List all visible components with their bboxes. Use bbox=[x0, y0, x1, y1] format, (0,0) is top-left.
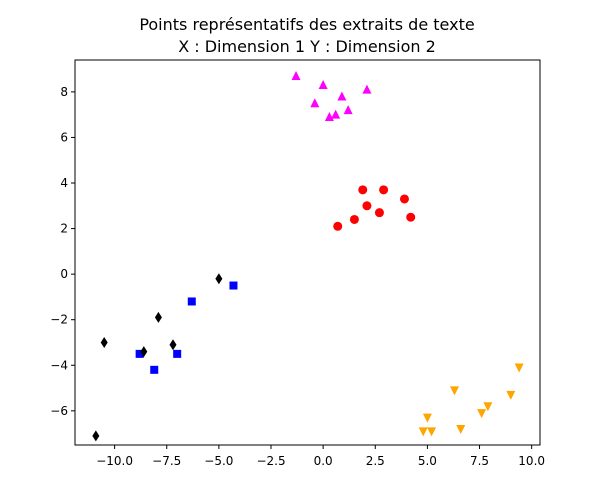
series-2-point-6 bbox=[349, 214, 359, 224]
x-tick-label-8: 7.5 bbox=[470, 454, 489, 468]
series-1-point-5 bbox=[362, 84, 372, 94]
series-1-point-3 bbox=[310, 98, 320, 108]
series-5-point-5 bbox=[477, 409, 487, 419]
series-5-point-6 bbox=[422, 413, 432, 423]
x-tick-label-9: 10.0 bbox=[518, 454, 545, 468]
series-2-point-8 bbox=[406, 212, 416, 222]
series-2-point-2 bbox=[379, 185, 389, 195]
series-4-point-3 bbox=[100, 336, 108, 348]
data-points bbox=[92, 70, 524, 442]
series-1-point-4 bbox=[337, 91, 347, 101]
series-5-point-3 bbox=[506, 390, 516, 400]
series-3-point-1 bbox=[187, 297, 196, 306]
y-tick-label-1: −6 bbox=[50, 404, 68, 418]
y-tick-label-8: 8 bbox=[60, 85, 68, 99]
series-5-point-9 bbox=[427, 427, 437, 437]
series-2-point-7 bbox=[333, 221, 343, 231]
series-2-point-1 bbox=[358, 185, 368, 195]
y-tick-label-5: 2 bbox=[60, 222, 68, 236]
y-tick-label-3: −2 bbox=[50, 313, 68, 327]
x-tick-label-3: −5.0 bbox=[204, 454, 233, 468]
plot-area-frame bbox=[74, 59, 541, 446]
series-3-point-2 bbox=[229, 281, 238, 290]
series-4-point-4 bbox=[140, 346, 148, 358]
series-1-point-6 bbox=[324, 111, 334, 121]
series-3-point-4 bbox=[173, 349, 182, 358]
series-4-point-1 bbox=[215, 273, 223, 285]
y-tick-label-2: −4 bbox=[50, 358, 68, 372]
chart-title-line-1: Points représentatifs des extraits de te… bbox=[139, 15, 474, 34]
series-5-point-7 bbox=[456, 425, 466, 435]
chart-title-line-2: X : Dimension 1 Y : Dimension 2 bbox=[178, 37, 436, 56]
series-3-point-3 bbox=[135, 349, 144, 358]
series-2-point-3 bbox=[399, 194, 409, 204]
series-5-point-4 bbox=[483, 402, 493, 412]
x-axis: −10.0 −7.5 −5.0 −2.5 0.0 2.5 5.0 7.5 10.0 bbox=[96, 445, 545, 468]
series-4-point-5 bbox=[169, 339, 177, 351]
x-tick-label-1: −10.0 bbox=[96, 454, 133, 468]
x-tick-label-7: 5.0 bbox=[418, 454, 437, 468]
series-5-point-8 bbox=[418, 427, 428, 437]
series-4-point-6 bbox=[92, 430, 100, 442]
series-4-point-2 bbox=[154, 311, 162, 323]
series-5-point-2 bbox=[450, 386, 460, 396]
x-tick-label-5: 0.0 bbox=[314, 454, 333, 468]
y-tick-label-6: 4 bbox=[60, 176, 68, 190]
y-axis: −6 −4 −2 0 2 4 6 8 bbox=[50, 85, 75, 418]
x-tick-label-2: −7.5 bbox=[152, 454, 181, 468]
y-tick-label-4: 0 bbox=[60, 267, 68, 281]
series-1-point-7 bbox=[331, 109, 341, 119]
series-2-point-4 bbox=[362, 201, 372, 211]
y-tick-label-7: 6 bbox=[60, 130, 68, 144]
x-tick-label-6: 2.5 bbox=[366, 454, 385, 468]
series-1-point-2 bbox=[318, 80, 328, 90]
series-3-point-5 bbox=[150, 365, 159, 374]
series-1-point-8 bbox=[343, 105, 353, 115]
series-1-point-1 bbox=[291, 70, 301, 80]
x-tick-label-4: −2.5 bbox=[256, 454, 285, 468]
series-2-point-5 bbox=[374, 208, 384, 218]
series-5-point-1 bbox=[514, 363, 524, 373]
